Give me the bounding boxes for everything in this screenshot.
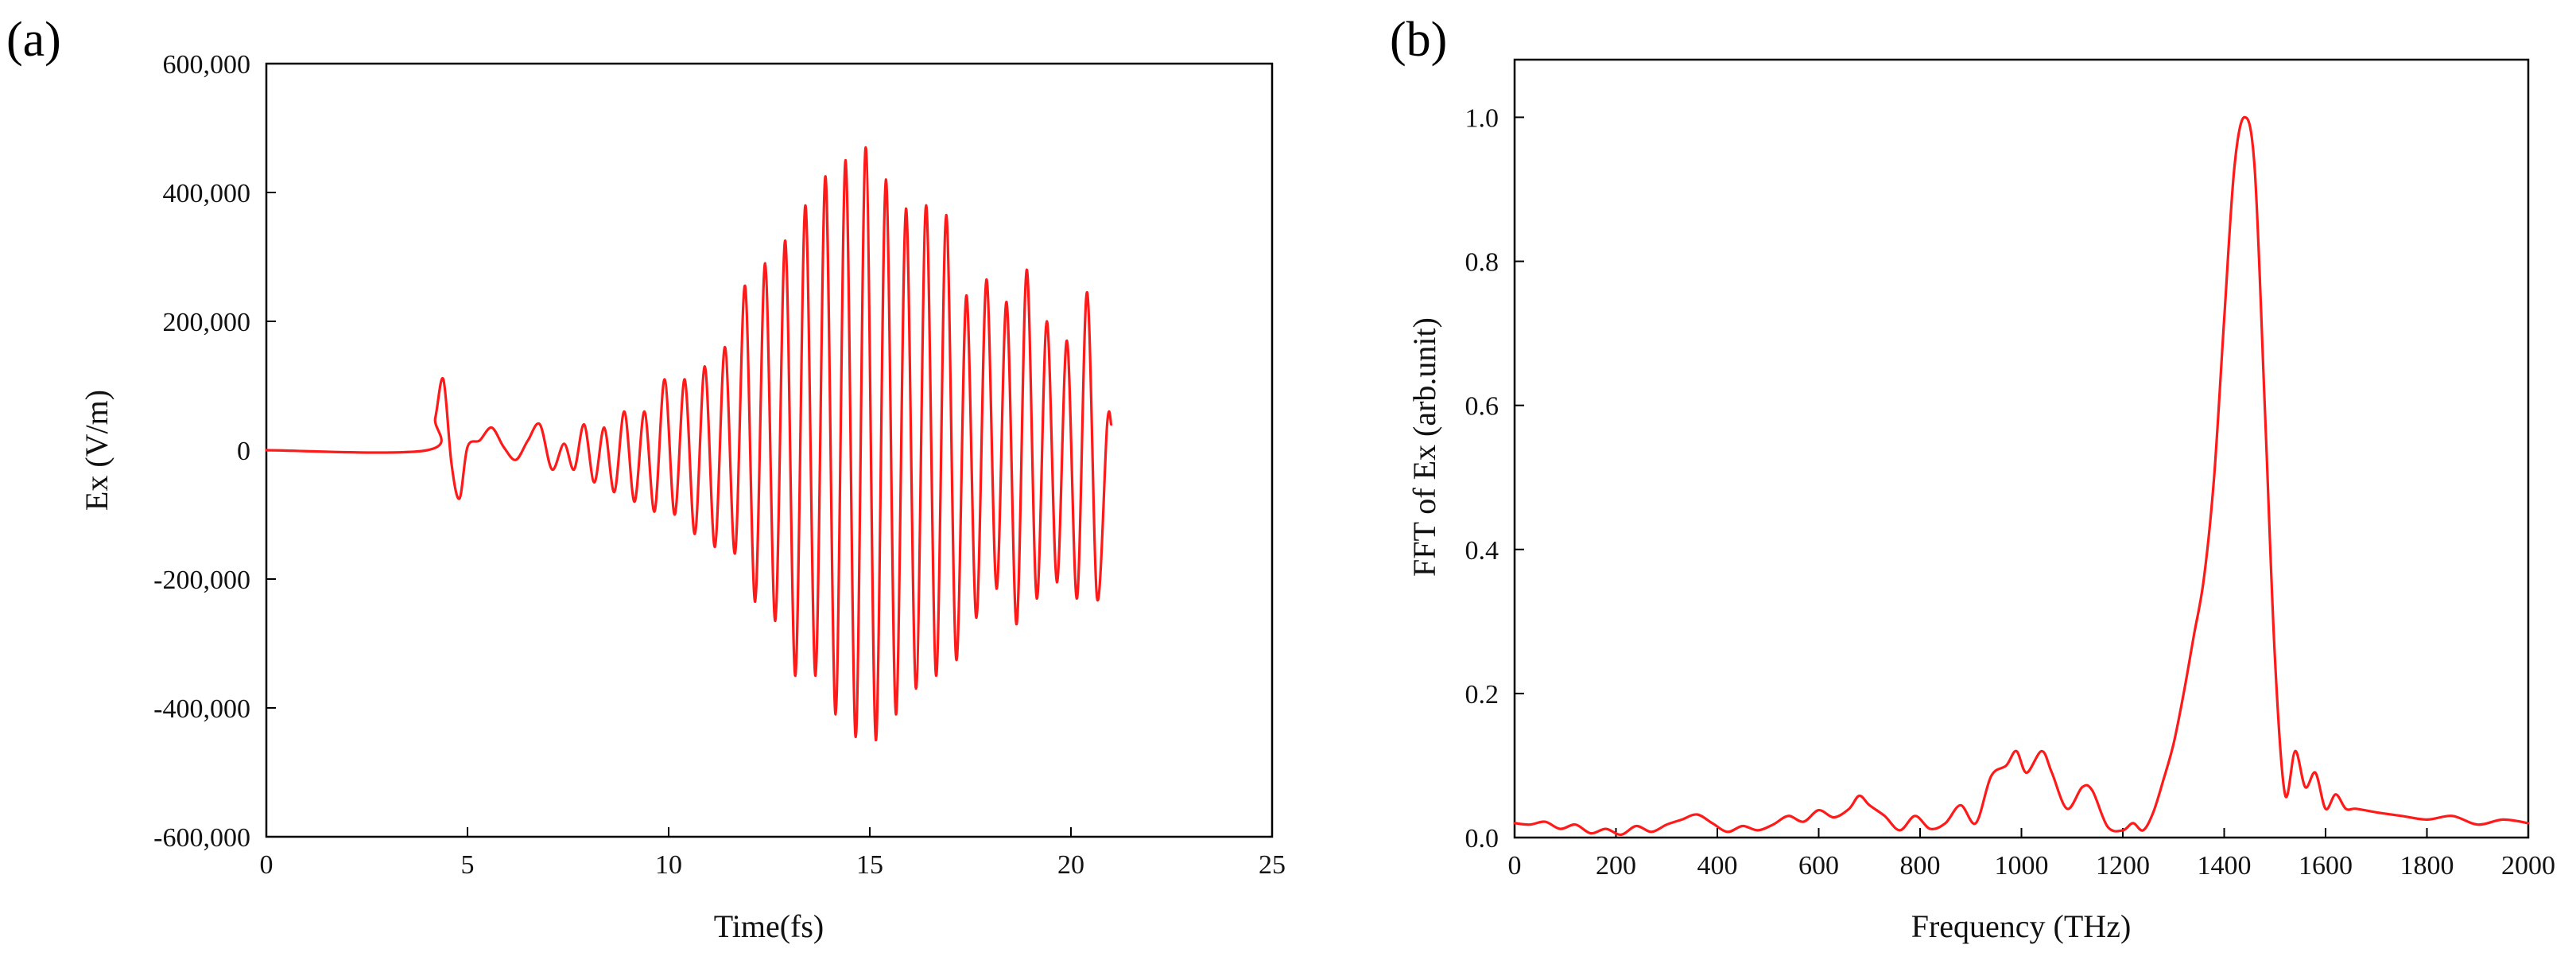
panel-b-series-fft <box>1513 115 2530 836</box>
y-tick-label: 0.6 <box>1465 392 1499 422</box>
x-tick-label: 5 <box>461 850 475 880</box>
panel-b-tick-labels: 0 200 400 600 800 1000 1200 1400 1600 1800 2000 0.0… <box>1465 103 2556 881</box>
panel-a-series-ex <box>265 146 1113 742</box>
y-tick-label: -600,000 <box>153 823 250 853</box>
panel-b-frequency-domain: (b) 0 200 400 600 800 1000 1200 1400 1600 1800 200… <box>1390 13 2555 944</box>
y-tick-label: 0.2 <box>1465 680 1499 709</box>
x-tick-label: 600 <box>1798 851 1839 881</box>
x-tick-label: 400 <box>1697 851 1738 881</box>
x-tick-label: 20 <box>1057 850 1084 880</box>
panel-b-x-axis-label: Frequency (THz) <box>1911 908 2132 944</box>
y-tick-label: 0 <box>237 437 250 466</box>
panel-b-y-axis-label: FFT of Ex (arb.unit) <box>1406 317 1442 577</box>
x-tick-label: 200 <box>1596 851 1636 881</box>
panel-a-tick-labels: 0 5 10 15 20 25 -600,000 -400,000 -200,000 0 200,0… <box>153 50 1286 880</box>
x-tick-label: 1000 <box>1995 851 2049 881</box>
panel-a-time-domain: (a) 0 5 10 15 20 25 -600,000 -400,000 -200,000 0 2… <box>6 13 1286 944</box>
y-tick-label: 1.0 <box>1465 103 1499 133</box>
panel-a-y-axis-label: Ex (V/m) <box>79 390 114 511</box>
x-tick-label: 0 <box>260 850 274 880</box>
x-tick-label: 1200 <box>2096 851 2150 881</box>
y-tick-label: -400,000 <box>153 694 250 724</box>
panel-b-frame <box>1513 58 2530 839</box>
x-tick-label: 15 <box>856 850 883 880</box>
x-tick-label: 1800 <box>2400 851 2454 881</box>
panel-b-ticks <box>1514 116 2529 838</box>
y-tick-label: 0.4 <box>1465 536 1499 566</box>
y-tick-label: 0.0 <box>1465 824 1499 853</box>
panel-a-x-axis-label: Time(fs) <box>714 908 824 944</box>
x-tick-label: 1600 <box>2299 851 2353 881</box>
y-tick-label: 600,000 <box>163 50 251 80</box>
panel-b-label: (b) <box>1390 13 1447 67</box>
x-tick-label: 10 <box>655 850 682 880</box>
x-tick-label: 1400 <box>2198 851 2252 881</box>
x-tick-label: 25 <box>1259 850 1286 880</box>
y-tick-label: 400,000 <box>163 179 251 208</box>
x-tick-label: 2000 <box>2501 851 2555 881</box>
y-tick-label: -200,000 <box>153 566 250 595</box>
y-tick-label: 200,000 <box>163 308 251 337</box>
y-tick-label: 0.8 <box>1465 248 1499 278</box>
x-tick-label: 800 <box>1900 851 1941 881</box>
x-tick-label: 0 <box>1508 851 1522 881</box>
panel-a-label: (a) <box>6 13 61 67</box>
